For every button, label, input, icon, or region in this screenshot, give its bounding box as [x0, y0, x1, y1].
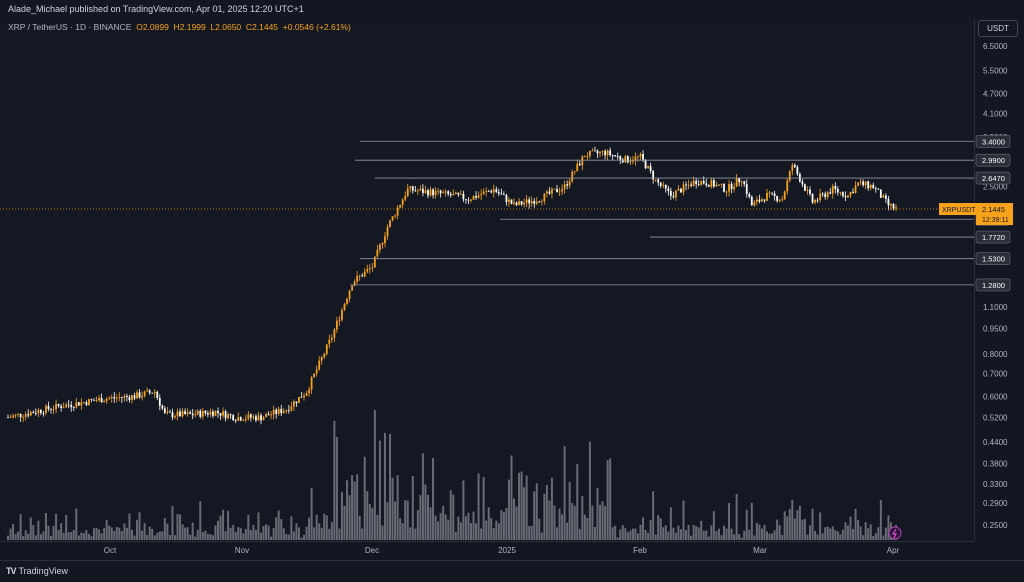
open-value: 2.0899 — [142, 22, 169, 32]
high-value: 2.1999 — [179, 22, 206, 32]
symbol-name: XRP / TetherUS · 1D · BINANCE — [8, 22, 132, 32]
price-axis[interactable] — [974, 18, 1024, 541]
publisher-text: Alade_Michael published on TradingView.c… — [8, 4, 304, 14]
tv-logo-icon: TV — [6, 566, 16, 576]
high-label: H — [173, 22, 180, 32]
tradingview-logo: TV TradingView — [6, 566, 68, 576]
low-value: 2.0650 — [215, 22, 242, 32]
close-label: C — [245, 22, 253, 32]
footer-brand: TradingView — [18, 566, 69, 576]
open-label: O — [136, 22, 143, 32]
time-axis[interactable] — [0, 541, 974, 560]
currency-button[interactable]: USDT — [978, 20, 1018, 37]
close-value: 2.1445 — [252, 22, 279, 32]
low-label: L — [210, 22, 216, 32]
change-value: +0.0546 (+2.61%) — [282, 22, 351, 32]
chart-plot-area[interactable] — [0, 18, 974, 541]
symbol-legend: XRP / TetherUS · 1D · BINANCE O2.0899 H2… — [8, 22, 351, 32]
top-bar: Alade_Michael published on TradingView.c… — [0, 0, 1024, 18]
footer — [0, 560, 1024, 582]
